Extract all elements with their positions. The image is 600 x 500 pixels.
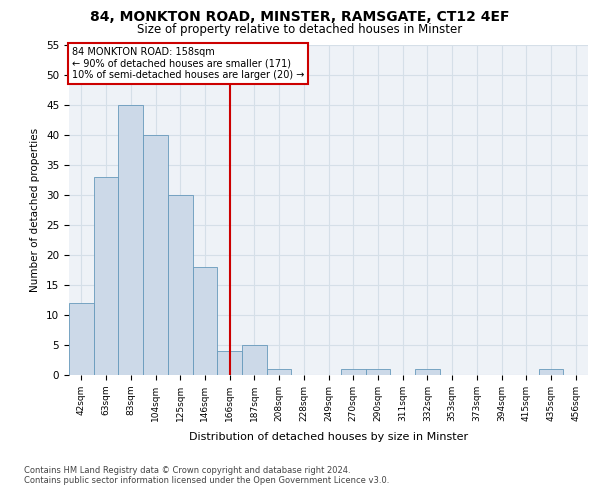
Bar — [217, 351, 242, 375]
Bar — [539, 369, 563, 375]
Bar — [341, 369, 365, 375]
Text: 84 MONKTON ROAD: 158sqm
← 90% of detached houses are smaller (171)
10% of semi-d: 84 MONKTON ROAD: 158sqm ← 90% of detache… — [71, 46, 304, 80]
Bar — [193, 267, 217, 375]
Bar — [118, 105, 143, 375]
Text: 84, MONKTON ROAD, MINSTER, RAMSGATE, CT12 4EF: 84, MONKTON ROAD, MINSTER, RAMSGATE, CT1… — [90, 10, 510, 24]
Bar — [365, 369, 390, 375]
Text: Size of property relative to detached houses in Minster: Size of property relative to detached ho… — [137, 22, 463, 36]
Bar — [69, 303, 94, 375]
Bar — [94, 177, 118, 375]
Text: Contains HM Land Registry data © Crown copyright and database right 2024.: Contains HM Land Registry data © Crown c… — [24, 466, 350, 475]
Text: Distribution of detached houses by size in Minster: Distribution of detached houses by size … — [189, 432, 469, 442]
Y-axis label: Number of detached properties: Number of detached properties — [31, 128, 40, 292]
Bar — [143, 135, 168, 375]
Bar — [415, 369, 440, 375]
Text: Contains public sector information licensed under the Open Government Licence v3: Contains public sector information licen… — [24, 476, 389, 485]
Bar — [267, 369, 292, 375]
Bar — [168, 195, 193, 375]
Bar — [242, 345, 267, 375]
